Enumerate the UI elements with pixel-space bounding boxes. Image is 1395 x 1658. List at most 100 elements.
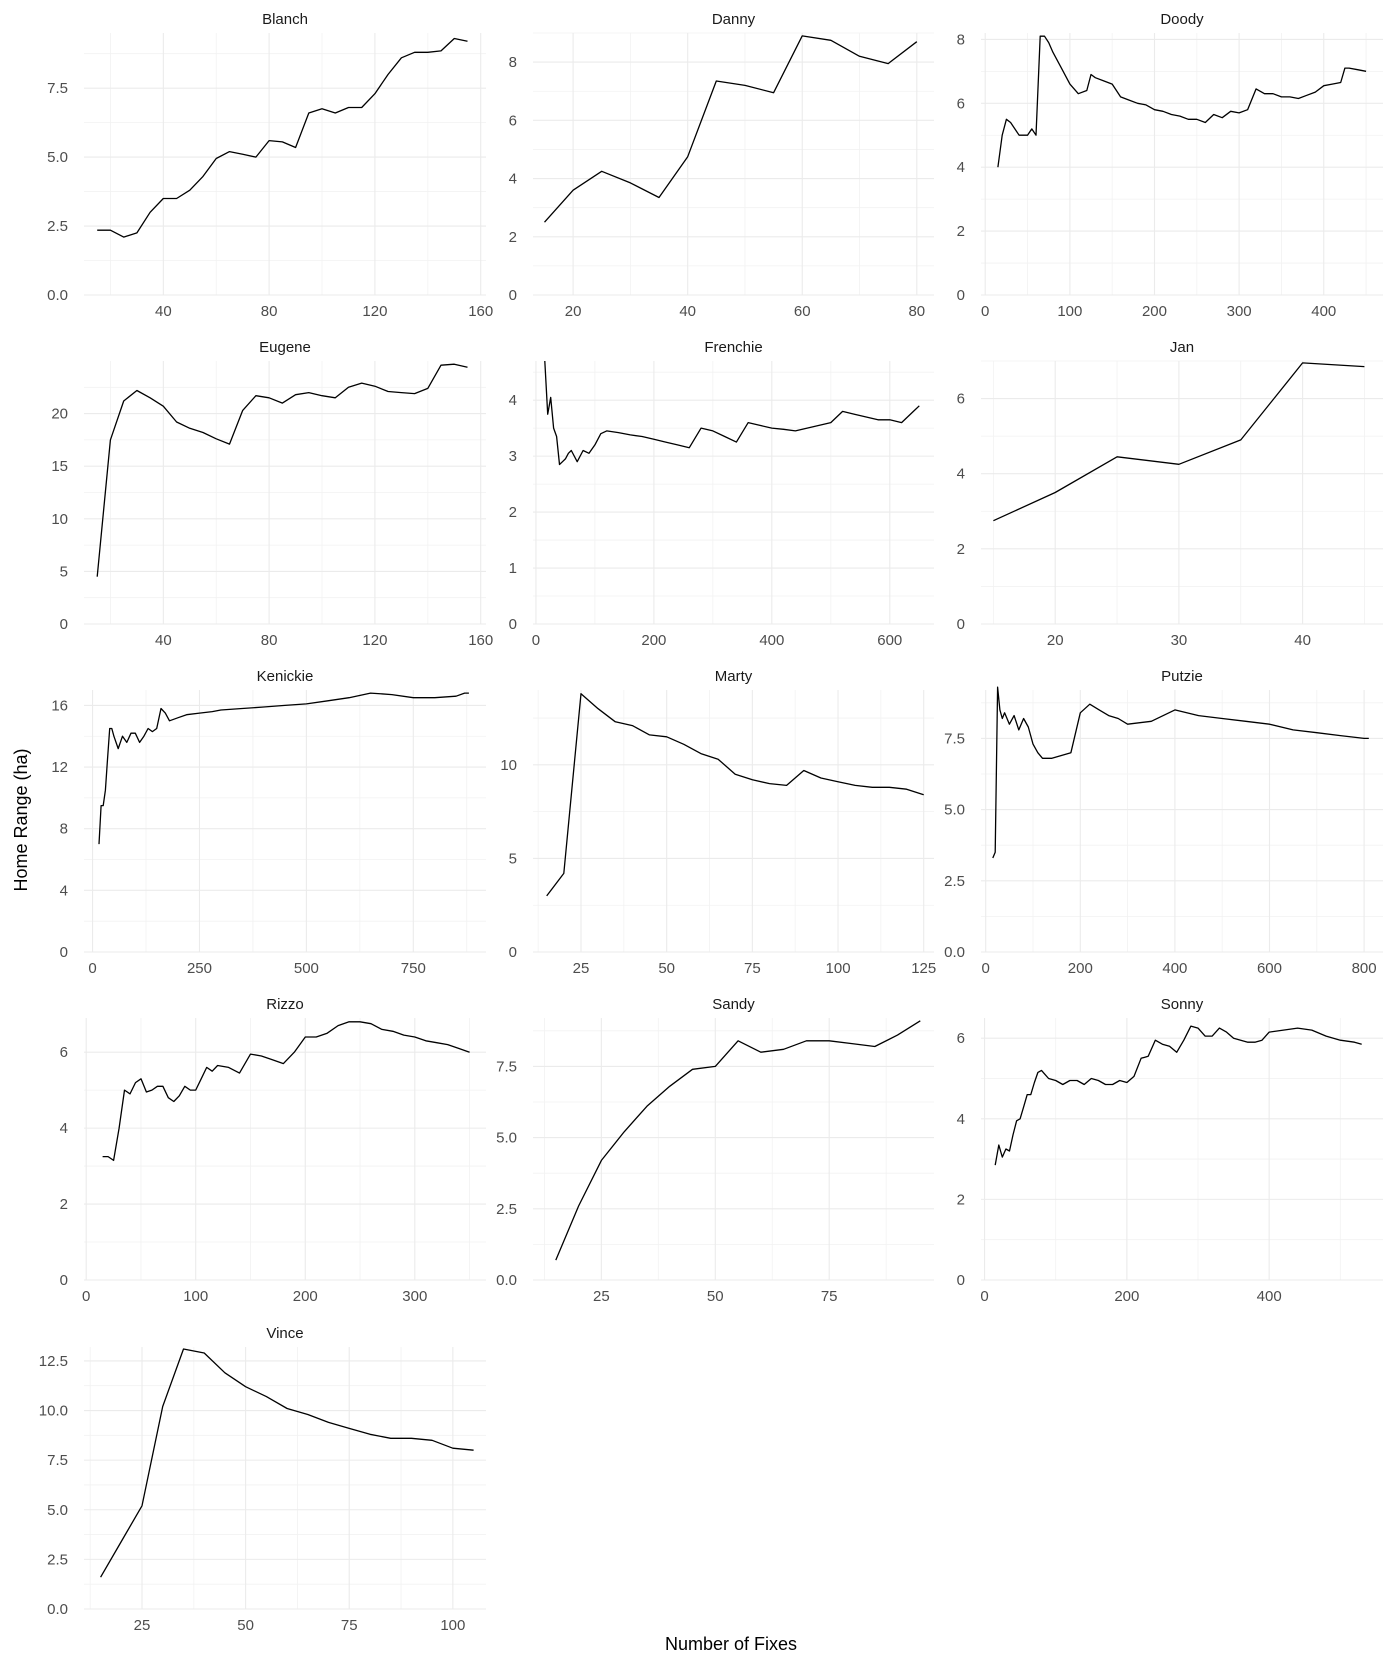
x-tick-label: 75 xyxy=(821,1288,838,1305)
series-line xyxy=(993,362,1365,522)
x-tick-label: 750 xyxy=(401,960,426,977)
y-tick-label: 5.0 xyxy=(944,802,965,819)
panel-sonny: 0 200 400 0 2 4 6 Sonny xyxy=(957,996,1383,1305)
series-line xyxy=(994,1025,1362,1166)
x-tick-label: 40 xyxy=(1294,632,1311,649)
y-tick-label: 2.5 xyxy=(496,1201,517,1218)
y-tick-label: 2 xyxy=(509,229,517,246)
panel-doody: 0 100 200 300 400 0 2 4 6 8 Doody xyxy=(957,11,1383,320)
x-tick-label: 60 xyxy=(794,303,811,320)
y-tick-label: 10.0 xyxy=(39,1403,68,1420)
panel-title: Rizzo xyxy=(266,996,304,1013)
y-tick-label: 0 xyxy=(509,287,517,304)
x-tick-label: 400 xyxy=(1257,1288,1282,1305)
y-tick-label: 7.5 xyxy=(944,730,965,747)
y-tick-label: 0 xyxy=(509,944,517,961)
x-tick-label: 25 xyxy=(573,960,590,977)
y-tick-label: 4 xyxy=(957,159,965,176)
panel-sandy: 25 50 75 0.0 2.5 5.0 7.5 Sandy xyxy=(496,996,934,1305)
y-tick-label: 2 xyxy=(957,223,965,240)
panel-jan: 20 30 40 0 2 4 6 Jan xyxy=(957,339,1383,649)
x-tick-label: 0 xyxy=(82,1288,90,1305)
x-tick-label: 25 xyxy=(134,1617,151,1634)
y-tick-label: 2 xyxy=(957,541,965,558)
x-tick-label: 80 xyxy=(908,303,925,320)
y-tick-label: 3 xyxy=(509,448,517,465)
y-tick-label: 2.5 xyxy=(47,218,68,235)
x-tick-label: 0 xyxy=(532,632,540,649)
x-tick-label: 600 xyxy=(877,632,902,649)
panel-title: Kenickie xyxy=(257,668,314,685)
y-tick-label: 5.0 xyxy=(47,1502,68,1519)
y-tick-label: 8 xyxy=(60,821,68,838)
x-tick-label: 400 xyxy=(759,632,784,649)
y-tick-label: 6 xyxy=(957,95,965,112)
x-tick-label: 75 xyxy=(744,960,761,977)
y-tick-label: 2 xyxy=(957,1191,965,1208)
panel-title: Marty xyxy=(715,668,753,685)
y-tick-label: 7.5 xyxy=(496,1058,517,1075)
x-tick-label: 100 xyxy=(183,1288,208,1305)
y-tick-label: 0 xyxy=(60,1272,68,1289)
y-tick-label: 5 xyxy=(60,563,68,580)
y-tick-label: 6 xyxy=(957,1030,965,1047)
x-tick-label: 200 xyxy=(293,1288,318,1305)
panel-title: Vince xyxy=(266,1325,303,1342)
x-tick-label: 50 xyxy=(707,1288,724,1305)
x-tick-label: 120 xyxy=(362,303,387,320)
x-tick-label: 100 xyxy=(826,960,851,977)
y-tick-label: 0 xyxy=(957,616,965,633)
panel-putzie: 0 200 400 600 800 0.0 2.5 5.0 7.5 Putzie xyxy=(944,668,1383,977)
y-tick-label: 2.5 xyxy=(47,1551,68,1568)
series-line xyxy=(555,1020,921,1261)
x-tick-label: 160 xyxy=(468,303,493,320)
x-tick-label: 0 xyxy=(981,303,989,320)
x-tick-label: 100 xyxy=(1057,303,1082,320)
y-tick-label: 7.5 xyxy=(47,80,68,97)
panel-title: Blanch xyxy=(262,11,308,28)
x-tick-label: 200 xyxy=(1142,303,1167,320)
series-line xyxy=(96,363,468,577)
x-tick-label: 0 xyxy=(980,1288,988,1305)
y-tick-label: 5.0 xyxy=(496,1130,517,1147)
y-tick-label: 0.0 xyxy=(496,1272,517,1289)
x-tick-label: 800 xyxy=(1352,960,1377,977)
panel-kenickie: 0 250 500 750 0 4 8 12 16 Kenickie xyxy=(51,668,486,977)
y-tick-label: 16 xyxy=(51,697,68,714)
x-tick-label: 50 xyxy=(237,1617,254,1634)
y-tick-label: 4 xyxy=(957,1111,965,1128)
y-tick-label: 2 xyxy=(509,504,517,521)
panel-marty: 25 50 75 100 125 0 5 10 Marty xyxy=(500,668,936,977)
x-tick-label: 600 xyxy=(1257,960,1282,977)
y-tick-label: 0.0 xyxy=(47,287,68,304)
y-tick-label: 4 xyxy=(509,392,517,409)
x-axis-title: Number of Fixes xyxy=(665,1634,797,1654)
panel-title: Frenchie xyxy=(704,339,762,356)
y-tick-label: 8 xyxy=(509,54,517,71)
y-tick-label: 5.0 xyxy=(47,149,68,166)
panel-title: Eugene xyxy=(259,339,311,356)
x-tick-label: 200 xyxy=(1114,1288,1139,1305)
x-tick-label: 300 xyxy=(1227,303,1252,320)
y-tick-label: 10 xyxy=(500,757,517,774)
x-tick-label: 80 xyxy=(261,632,278,649)
x-tick-label: 300 xyxy=(402,1288,427,1305)
x-tick-label: 20 xyxy=(565,303,582,320)
panel-title: Danny xyxy=(712,11,756,28)
x-tick-label: 200 xyxy=(641,632,666,649)
panel-title: Doody xyxy=(1160,11,1204,28)
panel-blanch: 40 80 120 160 0.0 2.5 5.0 7.5 Blanch xyxy=(47,11,493,320)
x-tick-label: 160 xyxy=(468,632,493,649)
x-tick-label: 500 xyxy=(294,960,319,977)
y-tick-label: 0 xyxy=(60,944,68,961)
y-tick-label: 0 xyxy=(509,616,517,633)
y-tick-label: 2.5 xyxy=(944,873,965,890)
x-tick-label: 100 xyxy=(440,1617,465,1634)
series-line xyxy=(98,692,469,845)
x-tick-label: 120 xyxy=(362,632,387,649)
y-tick-label: 4 xyxy=(60,882,68,899)
panel-rizzo: 0 100 200 300 0 2 4 6 Rizzo xyxy=(60,996,486,1305)
panel-eugene: 40 80 120 160 0 5 10 15 20 Eugene xyxy=(51,339,493,649)
series-line xyxy=(97,37,468,238)
